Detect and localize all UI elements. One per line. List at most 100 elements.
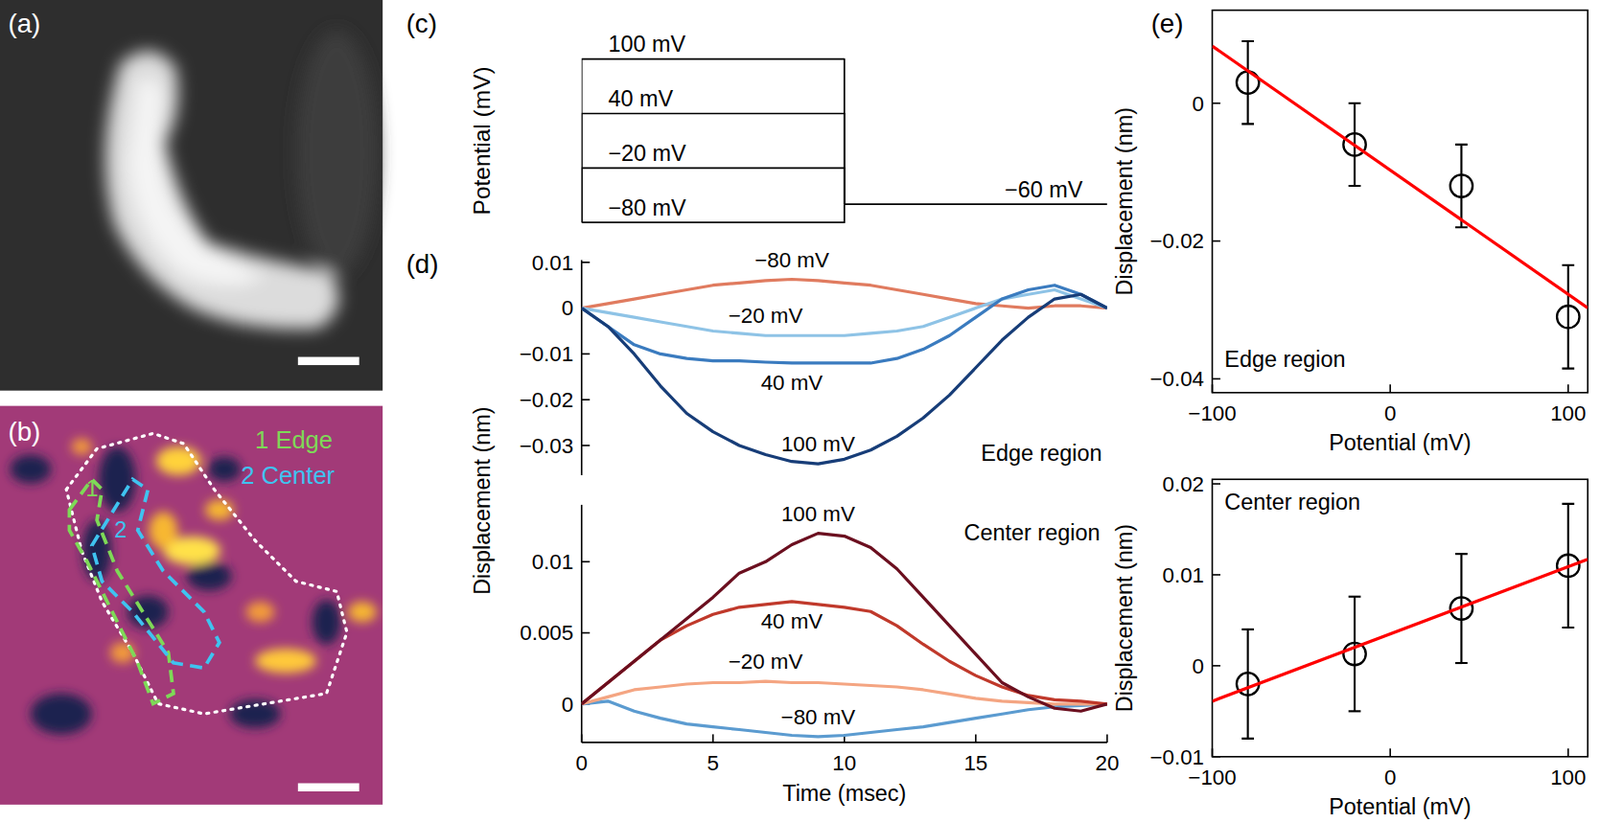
haze xyxy=(296,30,378,276)
series-line xyxy=(1212,559,1589,702)
x-tick-label: 100 xyxy=(1550,765,1586,790)
error-cap xyxy=(1455,143,1468,146)
error-stem xyxy=(1247,41,1250,124)
map-spot xyxy=(186,562,232,592)
map-spot xyxy=(82,520,112,582)
chart: Potential (mV)100 mV40 mV−20 mV−80 mV−60… xyxy=(468,31,1108,223)
error-cap xyxy=(1561,368,1575,371)
plot-area xyxy=(581,279,1108,465)
image-a xyxy=(105,30,378,329)
y-tick-label: 0.005 xyxy=(519,621,574,646)
series-line xyxy=(581,113,845,223)
y-tick-label: −0.02 xyxy=(519,388,575,413)
y-axis-title: Displacement (nm) xyxy=(1112,524,1137,713)
x-tick xyxy=(580,734,583,743)
y-tick xyxy=(1212,665,1222,668)
error-cap xyxy=(1241,122,1254,125)
series-line xyxy=(581,701,1108,738)
series-line xyxy=(581,533,1108,713)
y-tick-label: 0 xyxy=(561,296,574,321)
x-tick-label: 10 xyxy=(832,751,857,776)
series-label: −80 mV xyxy=(781,705,857,730)
x-tick xyxy=(712,734,715,743)
series-line xyxy=(581,285,1108,364)
series-label: −20 mV xyxy=(607,140,687,166)
map-spot xyxy=(30,694,93,736)
y-axis-title: Displacement (nm) xyxy=(1112,107,1137,296)
chart: 00.0050.0105101520Time (msec)−80 mV−20 m… xyxy=(519,502,1119,807)
y-tick-label: −0.01 xyxy=(519,342,575,367)
chart: −0.03 −0.02 −0.01 0 0.01 Displacement (nm) −80… xyxy=(469,248,1108,596)
annotation: Center region xyxy=(1224,489,1361,515)
y-tick-label: 0.02 xyxy=(1162,472,1206,497)
figure: 1 Edge2 Center12(a)(b)(c)(d)(e)Potential… xyxy=(0,0,1600,823)
error-stem xyxy=(1353,597,1356,713)
image-background xyxy=(0,0,383,392)
y-axis-title: Potential (mV) xyxy=(468,66,495,215)
y-tick-label: −0.03 xyxy=(519,434,575,459)
y-tick xyxy=(581,398,591,401)
cell-outline xyxy=(66,433,348,715)
cell-core xyxy=(127,79,266,287)
map-spot xyxy=(208,457,241,483)
image-background xyxy=(0,406,383,806)
x-tick-label: 0 xyxy=(1384,401,1396,426)
error-cap xyxy=(1348,596,1362,599)
x-tick xyxy=(1567,748,1570,758)
plot-frame xyxy=(1212,479,1589,758)
error-cap xyxy=(1241,628,1254,631)
error-cap xyxy=(1348,102,1362,105)
series-label: 100 mV xyxy=(607,31,686,57)
x-axis-title: Potential (mV) xyxy=(1328,794,1471,820)
panel-label: (c) xyxy=(406,8,438,39)
series-line xyxy=(844,203,1108,206)
chart: −0.04−0.020−1000100Potential (mV)Displac… xyxy=(1112,10,1588,457)
data-point xyxy=(1450,174,1473,197)
series-label: −60 mV xyxy=(1004,177,1084,203)
error-bar xyxy=(1241,629,1254,740)
error-cap xyxy=(1348,710,1362,713)
x-tick-label: −100 xyxy=(1187,401,1236,426)
y-tick-label: 0.01 xyxy=(532,251,575,276)
error-cap xyxy=(1455,662,1468,665)
error-stem xyxy=(1460,144,1462,228)
error-bar xyxy=(1455,144,1468,228)
x-tick-label: 100 xyxy=(1550,401,1586,426)
series-line xyxy=(1212,46,1589,308)
edge-region xyxy=(69,479,174,704)
series-line xyxy=(581,602,1108,705)
x-tick-label: 5 xyxy=(707,751,719,776)
series-label: 100 mV xyxy=(781,502,856,527)
series-label: 40 mV xyxy=(607,86,673,112)
region-number: 2 xyxy=(114,517,127,543)
error-cap xyxy=(1241,40,1254,43)
series-line xyxy=(581,59,845,224)
plot-frame xyxy=(1212,10,1589,394)
series-line xyxy=(581,167,845,223)
plot-area xyxy=(581,59,1108,224)
map-spot xyxy=(246,602,276,623)
map-spot xyxy=(156,446,202,476)
map-spot xyxy=(10,455,52,485)
x-tick-label: 20 xyxy=(1094,751,1119,776)
error-cap xyxy=(1455,553,1468,556)
x-tick xyxy=(1106,734,1109,743)
panel-label: (e) xyxy=(1151,8,1184,39)
y-tick xyxy=(581,444,591,447)
y-tick-label: 0 xyxy=(561,693,574,718)
error-bar xyxy=(1348,597,1362,713)
y-axis-title: Displacement (nm) xyxy=(469,406,495,595)
cell xyxy=(105,50,339,329)
region-legend: 1 Edge xyxy=(255,426,333,454)
error-cap xyxy=(1241,738,1254,741)
error-cap xyxy=(1561,503,1575,506)
y-tick xyxy=(1212,102,1222,105)
y-axis xyxy=(580,505,583,743)
series-label: −20 mV xyxy=(728,649,804,674)
y-tick xyxy=(1212,756,1222,759)
panel-label: (b) xyxy=(8,417,42,447)
series-label: −80 mV xyxy=(754,248,830,273)
error-cap xyxy=(1455,226,1468,229)
center-region xyxy=(92,479,220,669)
plot-area xyxy=(581,533,1108,738)
